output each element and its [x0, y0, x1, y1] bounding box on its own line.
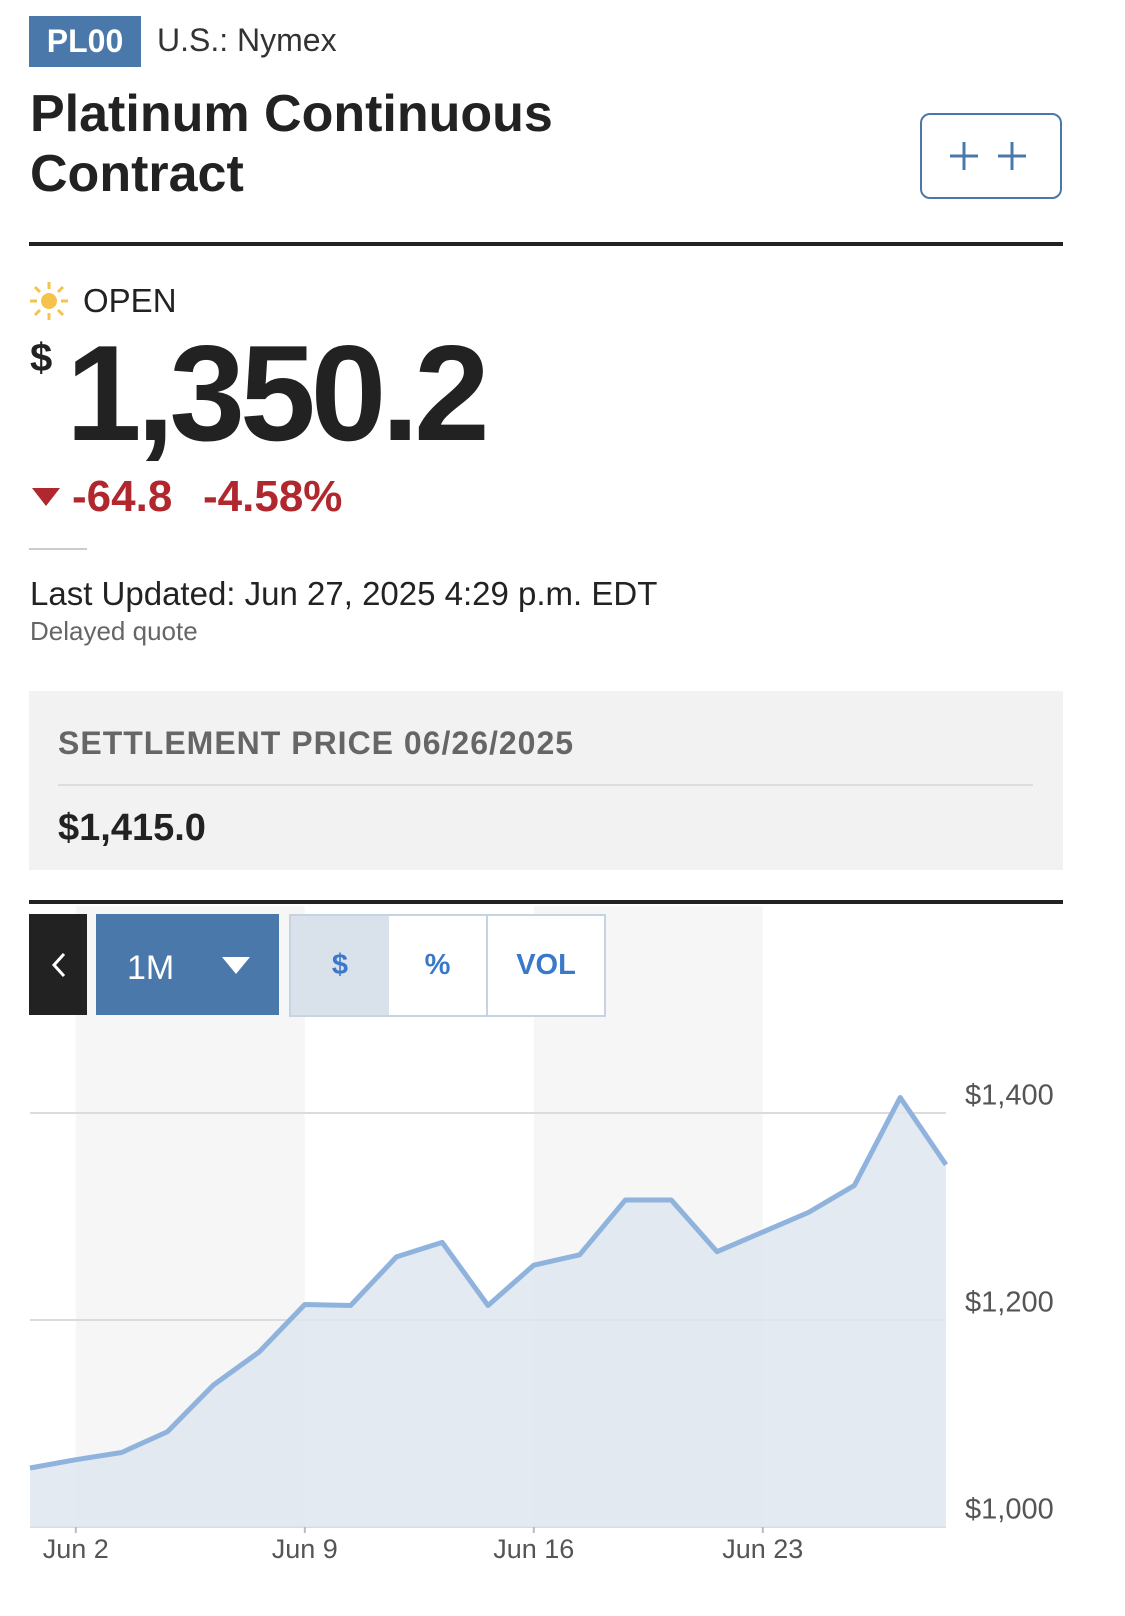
x-tick-label: Jun 23 [722, 1534, 803, 1564]
delay-note: Delayed quote [30, 616, 198, 646]
line [29, 1094, 949, 1471]
down-arrow [32, 488, 60, 506]
chevron-icon [51, 952, 66, 978]
plus-icon [950, 142, 1026, 170]
y-tick-label: $1,400 [965, 1080, 1054, 1112]
market-status: OPEN [83, 282, 177, 319]
divider [29, 900, 1063, 904]
back-button[interactable] [29, 914, 87, 1015]
x-tick-label: Jun 2 [43, 1534, 109, 1564]
title: Platinum Continuous Contract [30, 85, 553, 203]
price: 1,350.2 [66, 317, 490, 469]
change-percent: -4.58% [203, 472, 343, 521]
watchlist-button[interactable] [920, 113, 1062, 199]
dropdown-arrow [222, 957, 250, 974]
currency: $ [30, 336, 53, 380]
y-tick-label: $1,000 [965, 1494, 1054, 1526]
settlement-box: SETTLEMENT PRICE 06/26/2025 $1,415.0 [29, 691, 1063, 870]
mode-button[interactable]: VOL [488, 914, 606, 1017]
mode-button[interactable]: $ [289, 914, 391, 1017]
range-dropdown[interactable]: 1M [96, 914, 279, 1015]
range-label: 1M [127, 949, 175, 987]
short-rule [29, 548, 87, 550]
x-tick-label: Jun 16 [493, 1534, 574, 1564]
sun-icon [30, 282, 68, 320]
mode-button[interactable]: % [389, 914, 488, 1017]
settlement-value: $1,415.0 [58, 807, 206, 849]
last-updated: Last Updated: Jun 27, 2025 4:29 p.m. EDT [30, 575, 658, 612]
divider [29, 242, 1063, 246]
settlement-rule [58, 784, 1033, 786]
exchange: U.S.: Nymex [157, 22, 337, 58]
x-tick-label: Jun 9 [272, 1534, 338, 1564]
settlement-label: SETTLEMENT PRICE 06/26/2025 [58, 725, 575, 761]
y-tick-label: $1,200 [965, 1287, 1054, 1319]
area [30, 1097, 946, 1527]
ticker-badge: PL00 [29, 16, 141, 67]
change: -64.8 [72, 472, 173, 521]
